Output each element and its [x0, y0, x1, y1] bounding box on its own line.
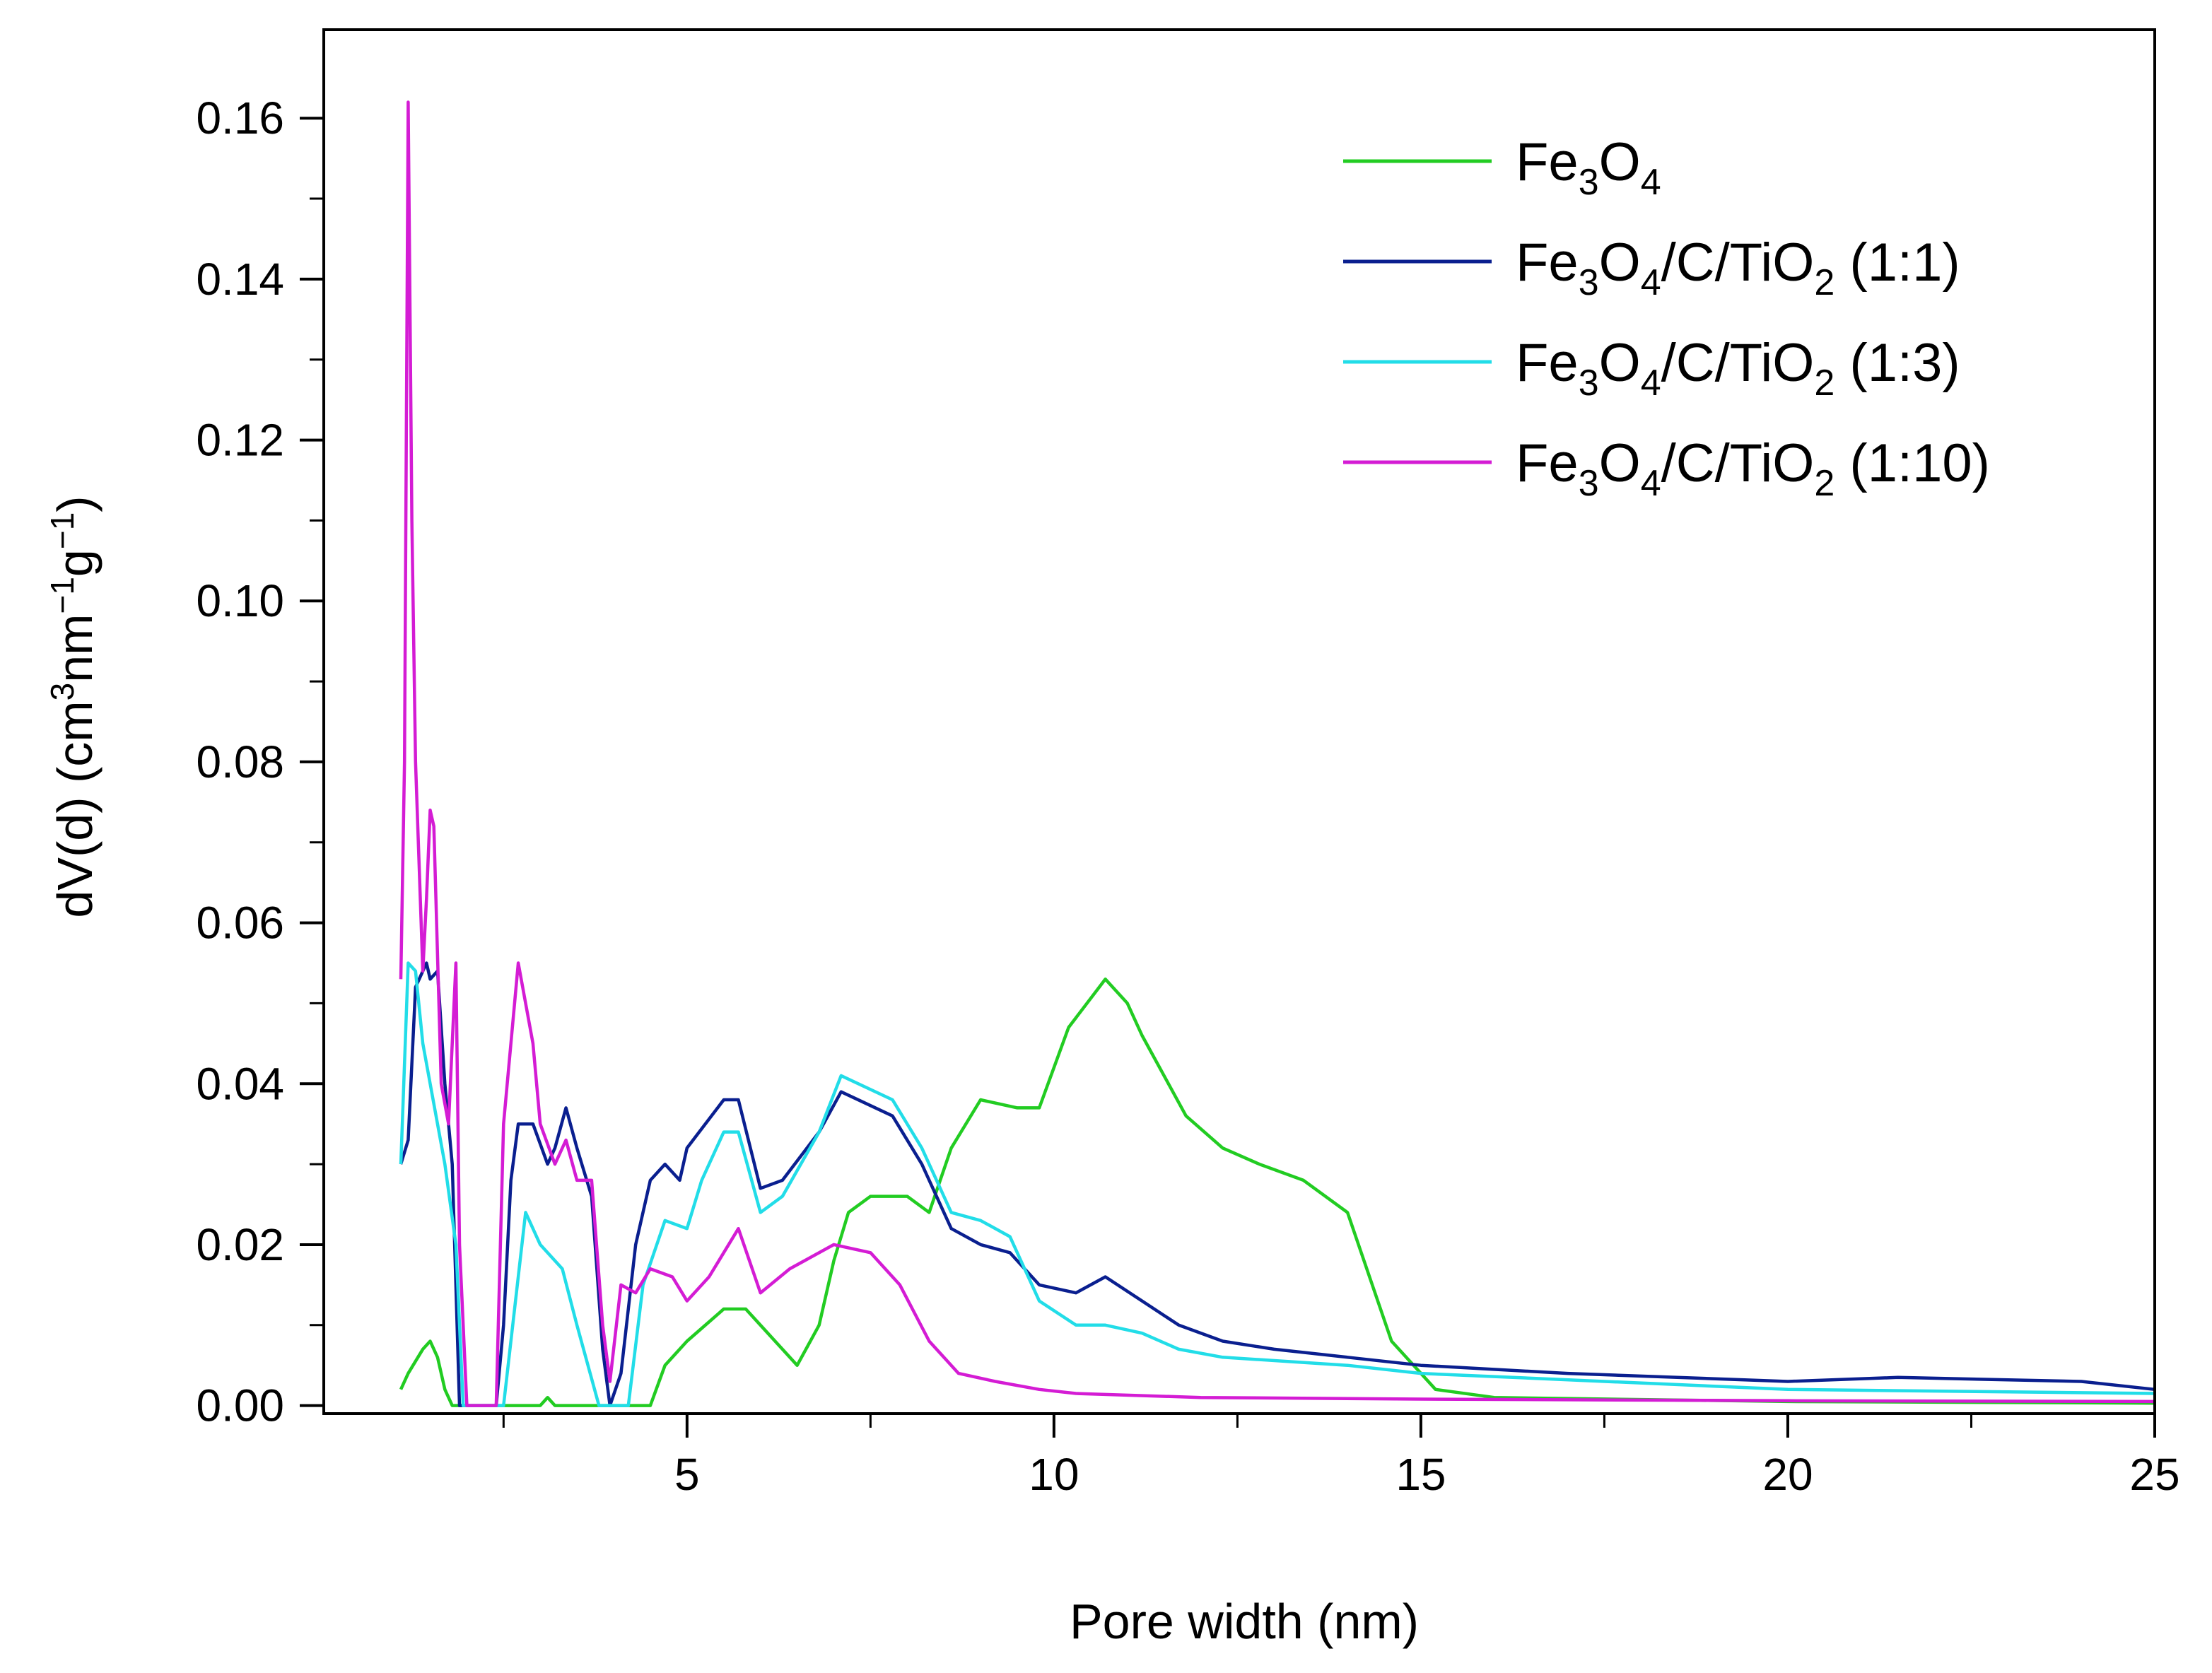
- y-tick-label: 0.16: [196, 93, 284, 143]
- series-line-0: [399, 978, 2155, 1407]
- y-axis-title-end: ): [47, 495, 103, 512]
- y-axis-title: dV(d) (cm3nm−1g−1): [44, 495, 103, 917]
- y-axis-title-mid: nm: [47, 614, 103, 683]
- legend-label-part: /C/TiO: [1661, 333, 1815, 393]
- legend-label-1: Fe3O4/C/TiO2 (1:1): [1516, 233, 1960, 303]
- series-line-2: [399, 961, 2155, 1407]
- legend-label-part: /C/TiO: [1661, 233, 1815, 293]
- legend-label-part: 3: [1579, 162, 1599, 203]
- x-tick-label: 5: [674, 1449, 700, 1500]
- x-tick-label: 20: [1762, 1449, 1813, 1500]
- y-tick-label: 0.12: [196, 415, 284, 466]
- legend-label-part: 2: [1814, 363, 1834, 404]
- legend-label-part: 4: [1641, 162, 1661, 203]
- legend-label-3: Fe3O4/C/TiO2 (1:10): [1516, 433, 1990, 504]
- plot-frame: [322, 28, 2156, 1415]
- legend-label-0: Fe3O4: [1516, 132, 1661, 203]
- legend-label-2: Fe3O4/C/TiO2 (1:3): [1516, 333, 1960, 404]
- legend-label-part: 2: [1814, 463, 1834, 504]
- y-axis-title-sup1: 3: [44, 683, 81, 701]
- x-axis: 5 10 15 20 25: [502, 1414, 2180, 1500]
- legend-label-part: (1:1): [1834, 233, 1960, 293]
- legend-label-part: Fe: [1516, 132, 1579, 192]
- y-axis-title-sup2: −1: [44, 577, 81, 614]
- legend-label-part: /C/TiO: [1661, 433, 1815, 493]
- legend-label-part: Fe: [1516, 433, 1579, 493]
- y-tick-label: 0.14: [196, 254, 284, 305]
- y-tick-label: 0.02: [196, 1219, 284, 1270]
- legend-label-part: O: [1599, 433, 1641, 493]
- legend-label-part: O: [1599, 132, 1641, 192]
- legend-label-part: 3: [1579, 363, 1599, 404]
- x-tick-label: 15: [1395, 1449, 1446, 1500]
- x-tick-label: 25: [2129, 1449, 2179, 1500]
- legend-label-part: O: [1599, 333, 1641, 393]
- legend-label-part: Fe: [1516, 333, 1579, 393]
- y-axis-title-base: dV(d) (cm: [47, 700, 103, 917]
- legend-label-part: Fe: [1516, 233, 1579, 293]
- y-tick-label: 0.10: [196, 575, 284, 626]
- legend-label-part: O: [1599, 233, 1641, 293]
- legend-label-part: 4: [1641, 463, 1661, 504]
- legend-label-part: 4: [1641, 363, 1661, 404]
- legend-label-part: 3: [1579, 262, 1599, 303]
- legend-label-part: (1:10): [1834, 433, 1990, 493]
- y-tick-label: 0.06: [196, 898, 284, 949]
- legend-label-part: (1:3): [1834, 333, 1960, 393]
- legend-label-part: 4: [1641, 262, 1661, 303]
- y-axis: 0.00 0.02 0.04 0.06 0.08 0.10 0.12 0.14 0.16: [196, 93, 324, 1431]
- legend-label-part: 2: [1814, 262, 1834, 303]
- series-line-3: [399, 100, 2155, 1407]
- y-tick-label: 0.04: [196, 1058, 284, 1109]
- y-tick-label: 0.08: [196, 736, 284, 787]
- y-tick-label: 0.00: [196, 1380, 284, 1431]
- legend-label-part: 3: [1579, 463, 1599, 504]
- y-axis-title-sup3: −1: [44, 512, 81, 549]
- x-axis-title: Pore width (nm): [1070, 1594, 1419, 1649]
- series-layer: [399, 100, 2155, 1407]
- y-axis-title-mid2: g: [47, 549, 103, 577]
- x-tick-label: 10: [1029, 1449, 1079, 1500]
